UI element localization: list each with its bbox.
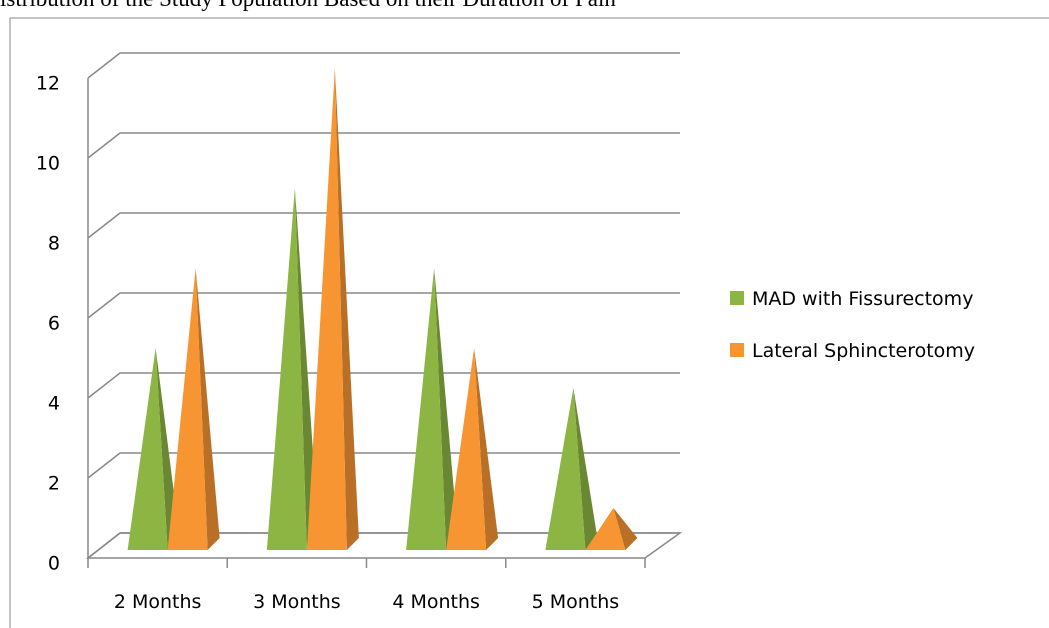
legend-label: Lateral Sphincterotomy [752,340,975,362]
pyramid-front [585,508,626,550]
pyramid-side [573,388,598,550]
legend-label: MAD with Fissurectomy [752,288,973,310]
grid-line [87,372,680,399]
pyramid-bar [167,268,220,550]
x-tick-label: 5 Months [532,591,620,613]
x-tick-label: 4 Months [392,591,480,613]
pyramid-front [446,348,487,550]
grid-line [87,292,680,319]
y-tick-label: 2 [48,473,60,495]
pyramid-front [406,268,447,550]
pyramid-bar [406,268,459,550]
pyramid-bar [306,68,359,550]
pyramid-bar [585,508,638,550]
pyramid-front [545,388,586,550]
x-tick-label: 3 Months [253,591,341,613]
pyramid-side [334,68,359,550]
x-tick-label: 2 Months [114,591,202,613]
pyramid-front [127,348,168,550]
pyramid-side [613,508,638,550]
y-tick-label: 8 [48,233,60,255]
y-tick-label: 12 [36,73,60,95]
grid-line [87,132,680,159]
chart-title: istribution of the Study Population Base… [0,0,616,11]
pyramid-front [266,188,307,550]
pyramid-side [195,268,220,550]
grid-line [87,212,680,239]
legend-swatch [730,291,744,305]
chart-frame [9,17,1049,628]
pyramid-front [167,268,208,550]
y-tick-label: 6 [48,313,60,335]
pyramid-bar [446,348,499,550]
pyramid-front [306,68,347,550]
pyramid-side [474,348,499,550]
y-tick-label: 4 [48,393,60,415]
legend-swatch [730,343,744,357]
y-tick-label: 0 [48,553,60,575]
grid-line [87,452,680,479]
grid-line [87,52,680,79]
pyramid-bar [545,388,598,550]
y-tick-label: 10 [36,153,60,175]
pyramid-side [434,268,459,550]
